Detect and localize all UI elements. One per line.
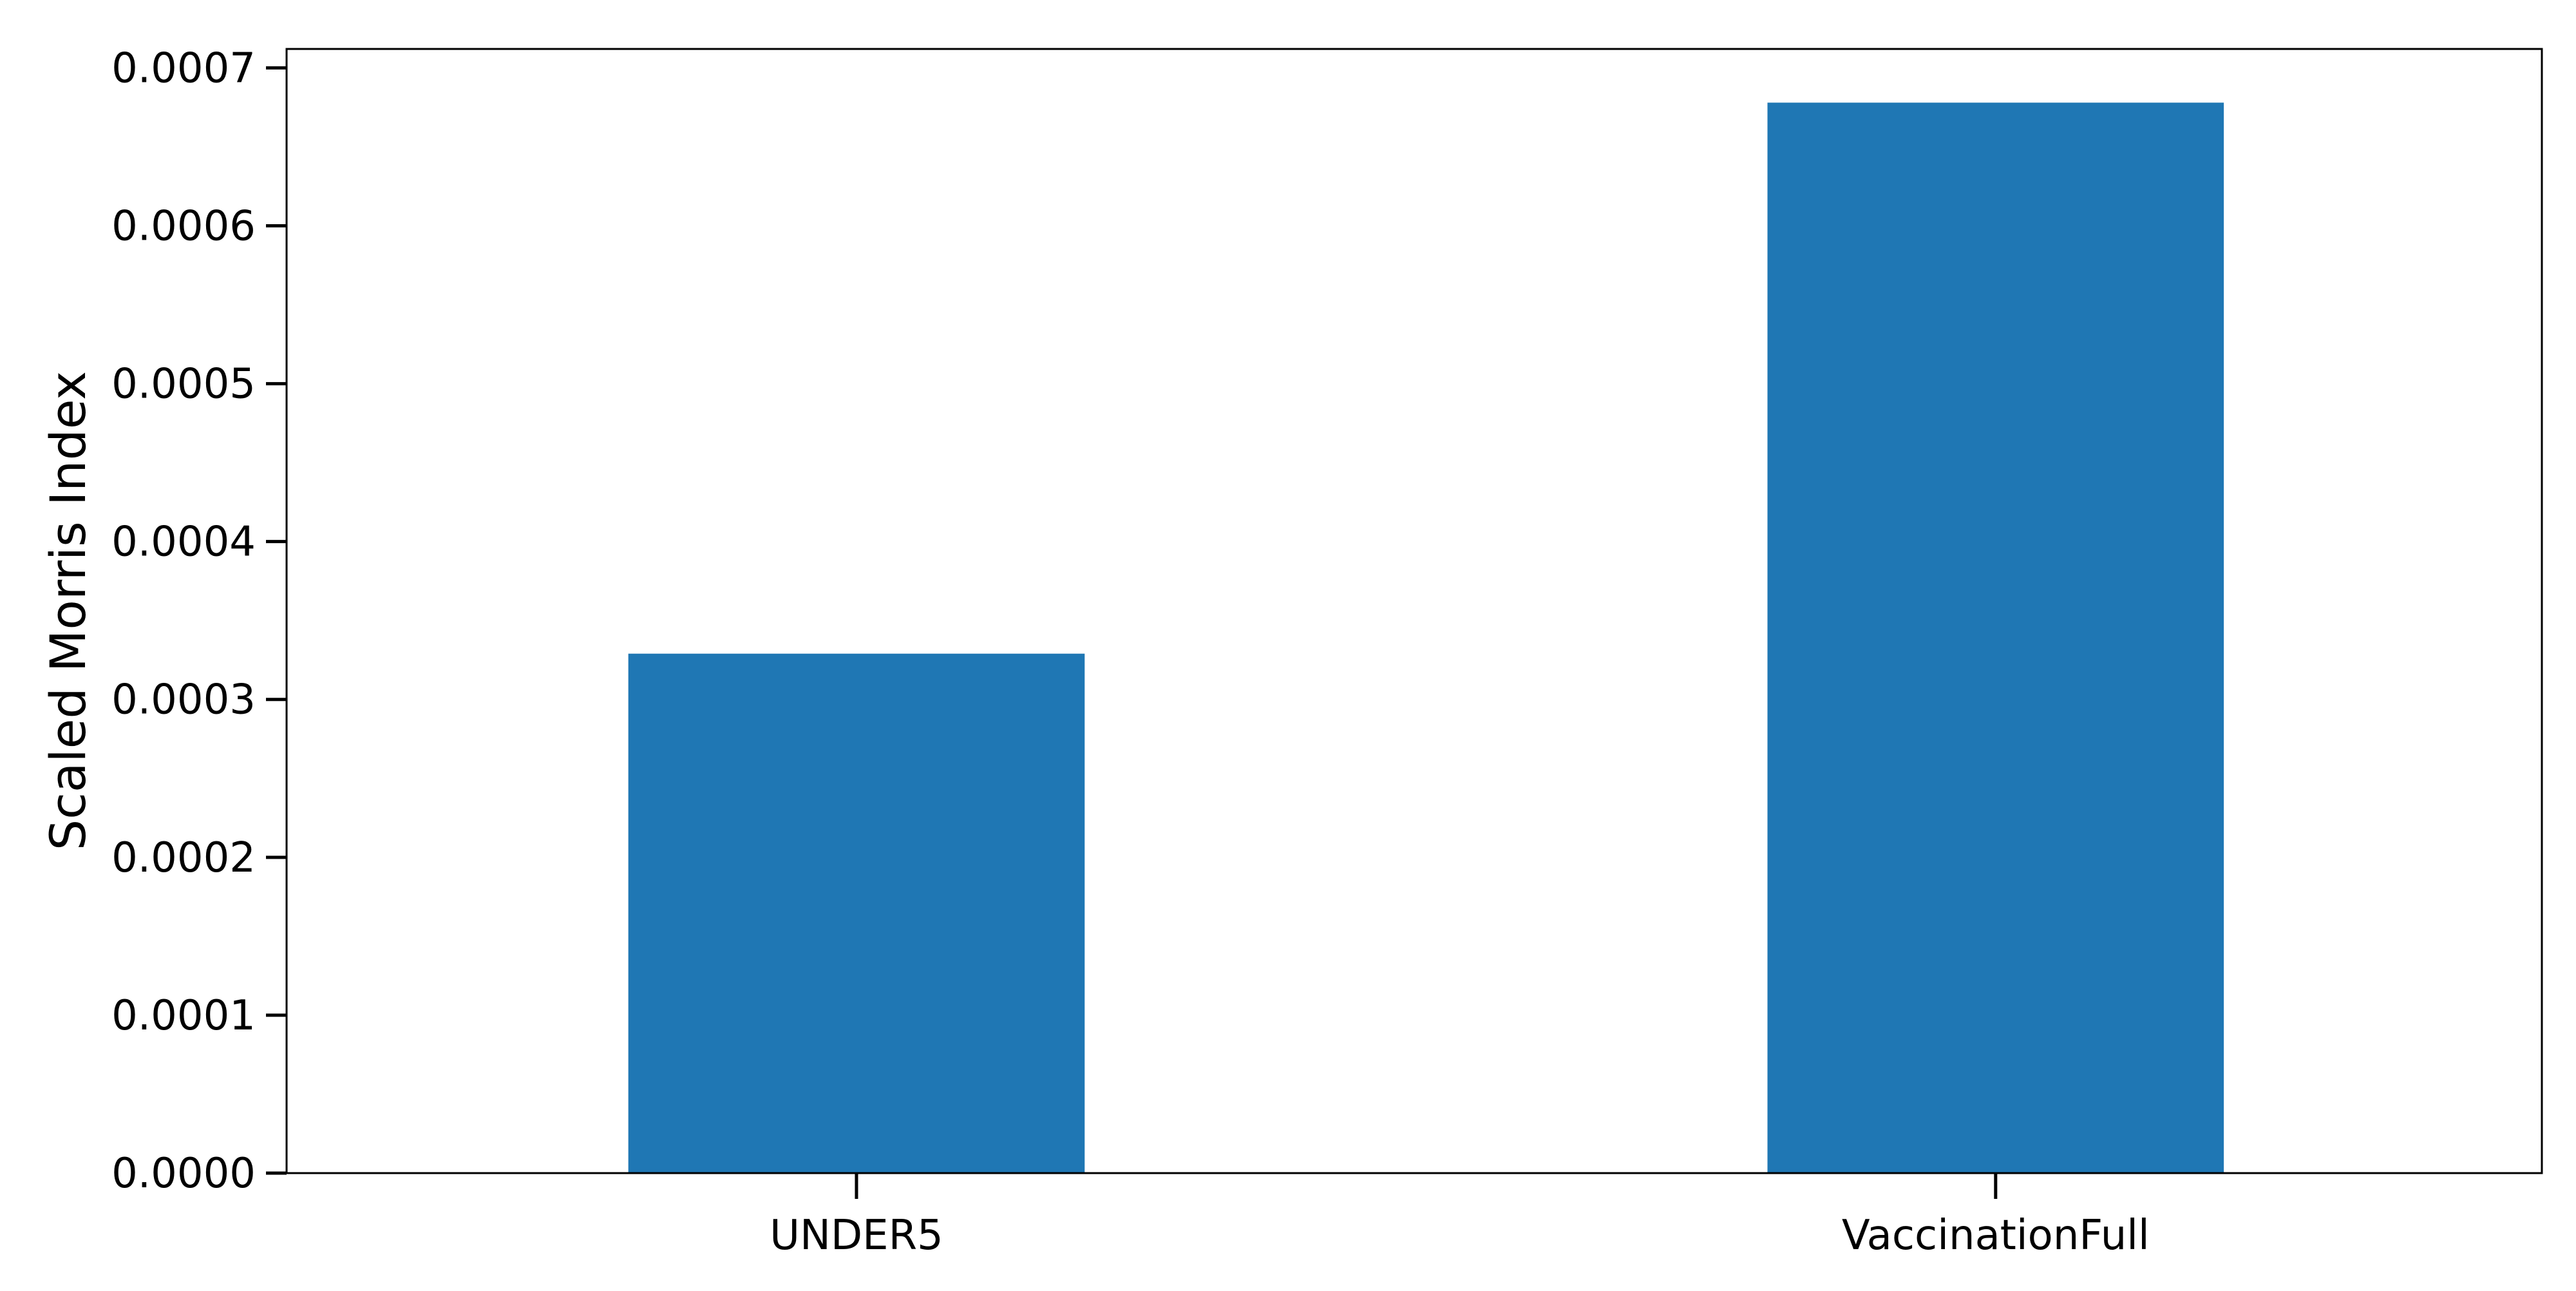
y-tick-label: 0.0004: [111, 519, 256, 566]
x-axis: UNDER5 VaccinationFull: [770, 1173, 2150, 1259]
bars-layer: [628, 102, 2224, 1174]
y-tick-label: 0.0006: [111, 202, 256, 250]
y-axis: 0.0000 0.0001 0.0002 0.0003 0.0004 0.0005 0.00…: [111, 44, 287, 1198]
bar-under5: [628, 653, 1085, 1173]
x-tick-label: UNDER5: [770, 1212, 943, 1259]
y-tick-label: 0.0005: [111, 361, 256, 408]
y-tick-label: 0.0002: [111, 834, 256, 882]
x-tick-label: VaccinationFull: [1842, 1212, 2150, 1259]
plot-frame: [285, 48, 2543, 1174]
y-tick-label: 0.0003: [111, 676, 256, 724]
bar-vaccinationfull: [1767, 102, 2224, 1174]
y-axis-label: Scaled Morris Index: [39, 371, 97, 850]
y-tick-label: 0.0001: [111, 992, 256, 1040]
y-tick-label: 0.0007: [111, 44, 256, 92]
y-tick-label: 0.0000: [111, 1150, 256, 1198]
